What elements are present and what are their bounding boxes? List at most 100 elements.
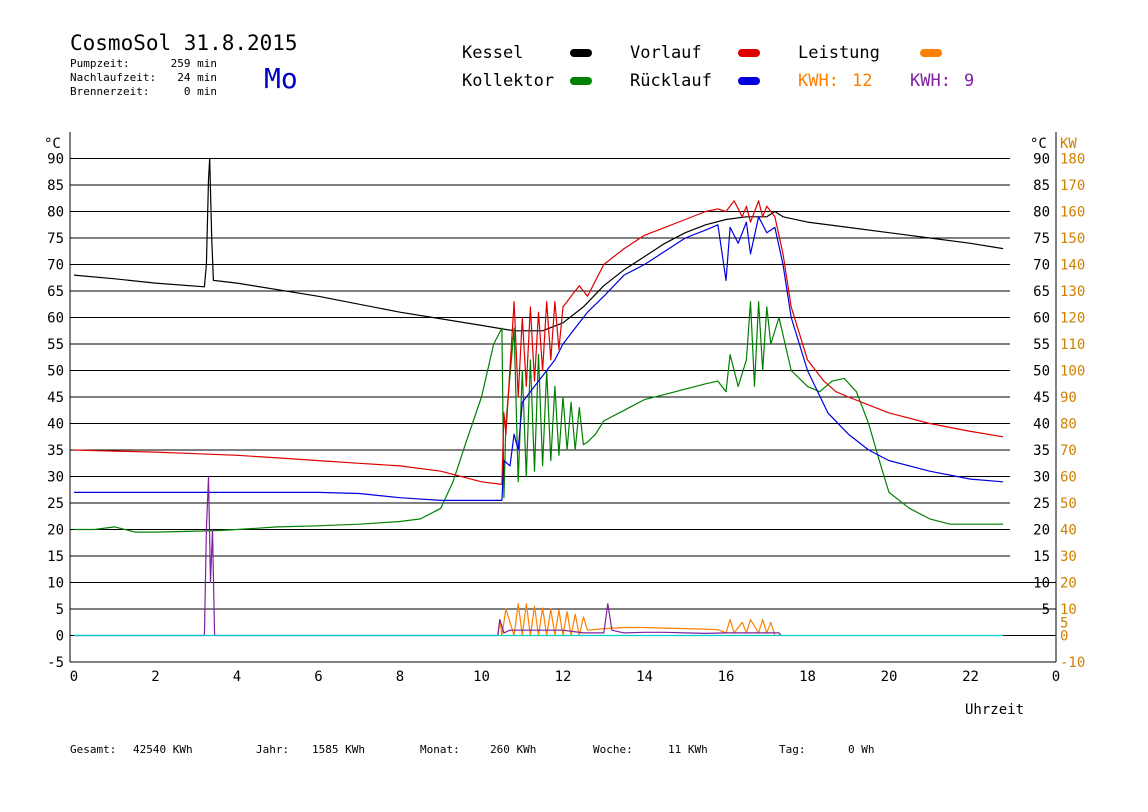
legend-leistung-label: Leistung bbox=[798, 43, 880, 63]
series-line-pumpe bbox=[74, 475, 782, 637]
y-tick-label-right-celsius: 80 bbox=[1033, 205, 1050, 221]
stat-nachlaufzeit-label: Nachlaufzeit: bbox=[70, 71, 156, 84]
y-tick-label-right-celsius: 65 bbox=[1033, 284, 1050, 300]
y-tick-label-left: 60 bbox=[47, 311, 64, 327]
legend-kwh2-value: 9 bbox=[964, 71, 974, 91]
y-tick-label-left: 15 bbox=[47, 549, 64, 565]
x-tick-label: 8 bbox=[396, 669, 404, 685]
y-tick-label-left: 0 bbox=[56, 629, 64, 645]
series-line-r-cklauf bbox=[74, 216, 1004, 501]
y-tick-label-right-celsius: 45 bbox=[1033, 390, 1050, 406]
y-tick-label-right-kw: 140 bbox=[1060, 258, 1085, 274]
y-tick-label-left: 85 bbox=[47, 178, 64, 194]
weekday-label: Mo bbox=[264, 62, 298, 95]
y-tick-label-left: 65 bbox=[47, 284, 64, 300]
x-tick-label: 6 bbox=[314, 669, 322, 685]
x-tick-label: 22 bbox=[962, 669, 979, 685]
y-tick-label-right-celsius: 90 bbox=[1033, 152, 1050, 168]
y-tick-label-right-kw: 80 bbox=[1060, 417, 1077, 433]
y-tick-label-right-kw: 30 bbox=[1060, 549, 1077, 565]
legend-kwh2-label: KWH: bbox=[910, 71, 951, 91]
y-tick-label-right-kw: 180 bbox=[1060, 152, 1085, 168]
stat-pumpzeit-value: 259 min bbox=[171, 57, 217, 70]
series-line-vorlauf bbox=[73, 200, 1004, 485]
y-tick-label-right-kw: 170 bbox=[1060, 178, 1085, 194]
legend-kessel-label: Kessel bbox=[462, 43, 523, 63]
y-tick-label-right-celsius: 85 bbox=[1033, 178, 1050, 194]
stat-brennerzeit-label: Brennerzeit: bbox=[70, 85, 149, 98]
x-tick-label: 14 bbox=[636, 669, 653, 685]
y-ticks-left: -5 0 5 10 15 20 25 30 35 40 45 50 55 60 65 70 75 80 85 90 bbox=[47, 152, 64, 672]
x-tick-label: 20 bbox=[881, 669, 898, 685]
footer-monat-label: Monat: bbox=[420, 743, 460, 756]
footer-jahr-label: Jahr: bbox=[256, 743, 289, 756]
y-axis-unit-right-celsius: °C bbox=[1030, 136, 1047, 152]
legend-vorlauf-label: Vorlauf bbox=[630, 43, 702, 63]
y-tick-label-left: 30 bbox=[47, 470, 64, 486]
y-tick-label-right-kw: 10 bbox=[1060, 602, 1077, 618]
y-tick-label-left: 80 bbox=[47, 205, 64, 221]
x-tick-label: 4 bbox=[233, 669, 241, 685]
y-tick-label-left: 5 bbox=[56, 602, 64, 618]
y-tick-label-right-kw: 100 bbox=[1060, 364, 1085, 380]
y-tick-label-left: 10 bbox=[47, 576, 64, 592]
y-tick-label-left: -5 bbox=[47, 655, 64, 671]
x-tick-label: 18 bbox=[799, 669, 816, 685]
y-tick-label-right-celsius: 5 bbox=[1042, 602, 1050, 618]
y-tick-label-right-celsius: 35 bbox=[1033, 443, 1050, 459]
y-tick-label-left: 20 bbox=[47, 523, 64, 539]
footer-woche-value: 11 KWh bbox=[668, 743, 708, 756]
y-tick-label-right-celsius: 30 bbox=[1033, 470, 1050, 486]
stat-brennerzeit-value: 0 min bbox=[184, 85, 217, 98]
series-group bbox=[73, 157, 1004, 637]
y-axis-unit-left: °C bbox=[44, 136, 61, 152]
footer-monat-value: 260 KWh bbox=[490, 743, 536, 756]
y-tick-label-right-kw: 160 bbox=[1060, 205, 1085, 221]
y-tick-label-right-celsius: 55 bbox=[1033, 337, 1050, 353]
y-tick-label-left: 55 bbox=[47, 337, 64, 353]
footer-jahr-value: 1585 KWh bbox=[312, 743, 365, 756]
y-tick-label-right-kw: 5 bbox=[1060, 615, 1068, 631]
y-tick-label-right-kw: 110 bbox=[1060, 337, 1085, 353]
y-tick-label-left: 40 bbox=[47, 417, 64, 433]
legend-ruecklauf-swatch bbox=[738, 77, 760, 85]
stat-pumpzeit-label: Pumpzeit: bbox=[70, 57, 130, 70]
y-tick-label-right-kw: 70 bbox=[1060, 443, 1077, 459]
y-tick-label-right-kw: -10 bbox=[1060, 655, 1085, 671]
y-tick-label-right-kw: 120 bbox=[1060, 311, 1085, 327]
y-tick-label-right-kw: 0 bbox=[1060, 629, 1068, 645]
legend-kwh1-value: 12 bbox=[852, 71, 872, 91]
footer-tag-label: Tag: bbox=[779, 743, 806, 756]
stats-block: Pumpzeit: 259 min Nachlaufzeit: 24 min B… bbox=[70, 57, 217, 98]
y-tick-label-left: 75 bbox=[47, 231, 64, 247]
y-tick-label-left: 50 bbox=[47, 364, 64, 380]
x-tick-label: 2 bbox=[151, 669, 159, 685]
y-axis-unit-right-kw: KW bbox=[1060, 136, 1077, 152]
series-line-kessel bbox=[73, 157, 1004, 332]
y-tick-label-right-kw: 50 bbox=[1060, 496, 1077, 512]
series-line-kollektor bbox=[74, 301, 1004, 533]
legend-leistung-swatch bbox=[920, 49, 942, 57]
y-tick-label-left: 90 bbox=[47, 152, 64, 168]
y-tick-label-right-celsius: 75 bbox=[1033, 231, 1050, 247]
legend-kessel-swatch bbox=[570, 49, 592, 57]
legend-ruecklauf-label: Rücklauf bbox=[630, 71, 712, 91]
y-tick-label-right-kw: 130 bbox=[1060, 284, 1085, 300]
legend-kollektor-swatch bbox=[570, 77, 592, 85]
y-tick-label-right-celsius: 10 bbox=[1033, 576, 1050, 592]
x-tick-label: 0 bbox=[70, 669, 78, 685]
chart-title: CosmoSol 31.8.2015 bbox=[70, 31, 298, 55]
x-ticks: 0 2 4 6 8 10 12 14 16 18 20 22 0 bbox=[70, 669, 1060, 685]
x-tick-label: 10 bbox=[473, 669, 490, 685]
y-ticks-right-celsius: 5 10 15 20 25 30 35 40 45 50 55 60 65 70 75 80 85 90 bbox=[1033, 152, 1050, 619]
y-tick-label-right-celsius: 25 bbox=[1033, 496, 1050, 512]
y-tick-label-right-kw: 20 bbox=[1060, 576, 1077, 592]
x-tick-label: 0 bbox=[1052, 669, 1060, 685]
legend-kollektor-label: Kollektor bbox=[462, 71, 554, 91]
y-tick-label-left: 25 bbox=[47, 496, 64, 512]
y-tick-label-right-celsius: 60 bbox=[1033, 311, 1050, 327]
x-tick-label: 12 bbox=[555, 669, 572, 685]
footer-tag-value: 0 Wh bbox=[848, 743, 875, 756]
